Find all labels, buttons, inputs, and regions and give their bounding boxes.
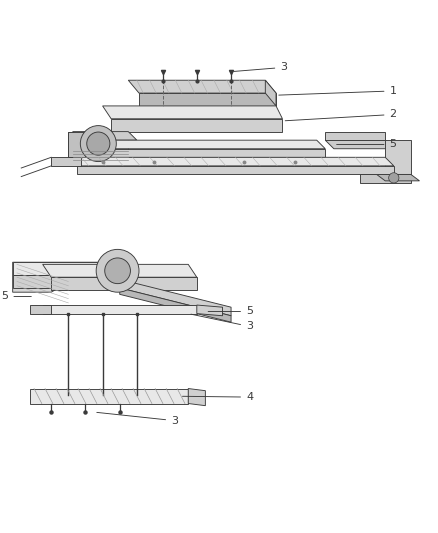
Text: 5: 5: [208, 306, 253, 317]
Polygon shape: [13, 262, 111, 275]
Text: 1: 1: [279, 86, 396, 96]
Circle shape: [96, 249, 139, 292]
Circle shape: [105, 258, 131, 284]
Circle shape: [80, 126, 117, 161]
Polygon shape: [30, 389, 188, 403]
Text: 3: 3: [234, 62, 287, 72]
Polygon shape: [377, 174, 420, 181]
Polygon shape: [102, 106, 283, 119]
Polygon shape: [81, 140, 325, 149]
Text: 5: 5: [337, 140, 396, 149]
Polygon shape: [30, 305, 51, 313]
Polygon shape: [128, 80, 276, 93]
Text: 2: 2: [285, 109, 397, 121]
Polygon shape: [197, 305, 223, 316]
Polygon shape: [360, 174, 411, 183]
Polygon shape: [325, 140, 394, 149]
Polygon shape: [77, 166, 394, 174]
Polygon shape: [139, 93, 276, 106]
Polygon shape: [68, 157, 394, 166]
Circle shape: [87, 132, 110, 155]
Polygon shape: [68, 132, 85, 157]
Polygon shape: [13, 262, 102, 292]
Text: 4: 4: [183, 392, 253, 402]
Polygon shape: [120, 279, 231, 316]
Polygon shape: [120, 288, 231, 322]
Polygon shape: [188, 389, 205, 406]
Polygon shape: [13, 275, 111, 288]
Polygon shape: [90, 149, 325, 157]
Polygon shape: [51, 157, 81, 166]
Text: 3: 3: [97, 413, 178, 426]
Text: 3: 3: [191, 314, 253, 332]
Polygon shape: [73, 132, 137, 140]
Polygon shape: [42, 305, 197, 313]
Circle shape: [389, 173, 399, 183]
Polygon shape: [385, 140, 411, 174]
Polygon shape: [111, 119, 283, 132]
Polygon shape: [51, 277, 197, 290]
Text: 5: 5: [1, 292, 31, 302]
Polygon shape: [325, 132, 385, 140]
Polygon shape: [265, 80, 276, 106]
Polygon shape: [42, 264, 197, 277]
Polygon shape: [68, 132, 128, 157]
